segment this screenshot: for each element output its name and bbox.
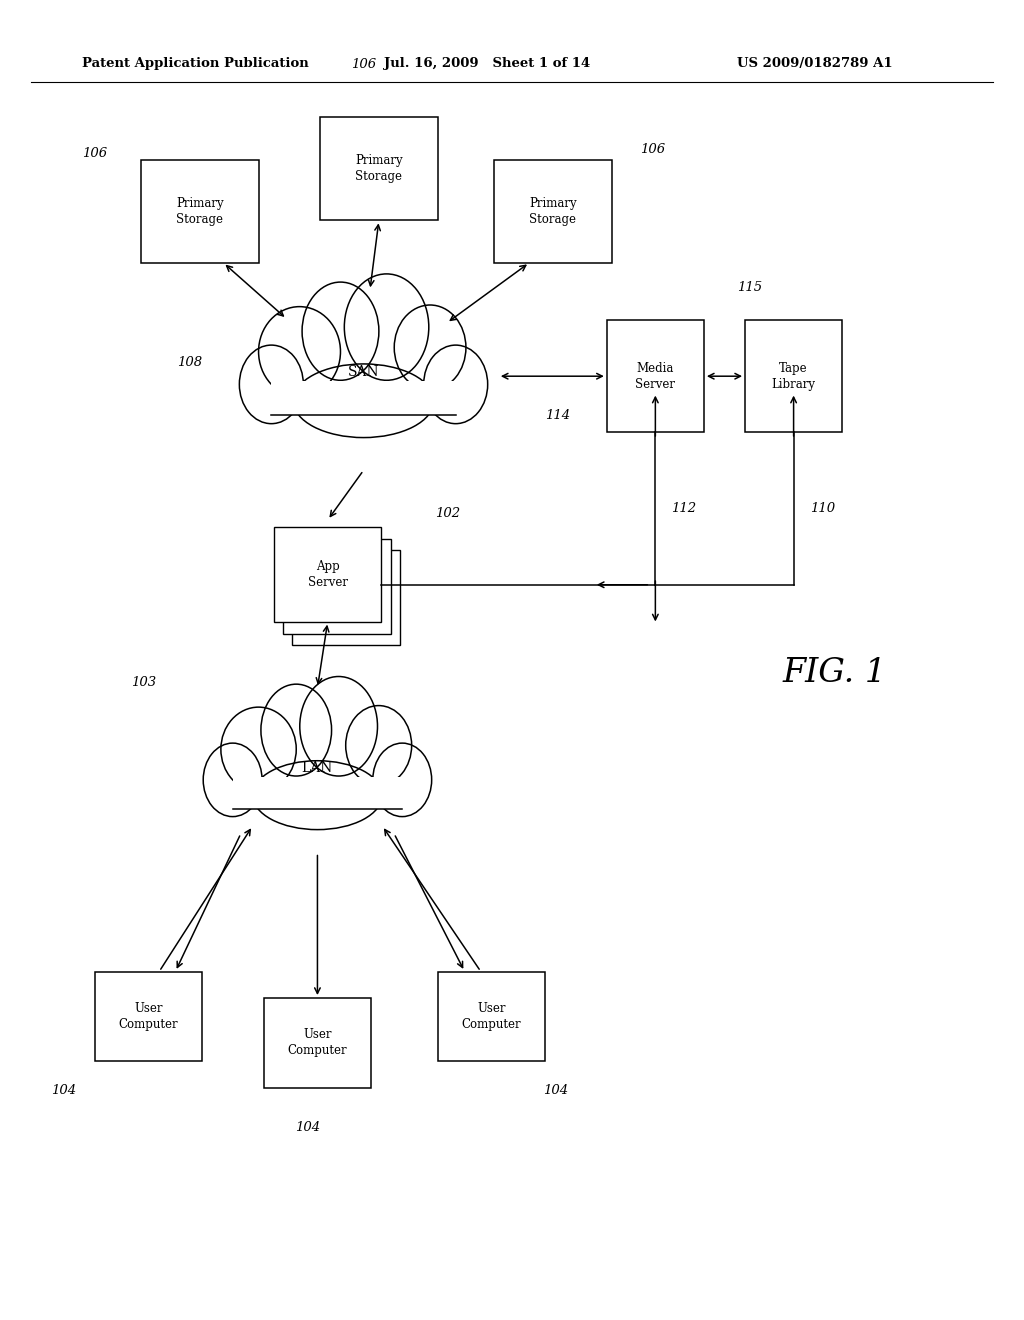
Text: Tape
Library: Tape Library <box>772 362 815 391</box>
FancyBboxPatch shape <box>438 972 545 1061</box>
Text: 103: 103 <box>131 676 156 689</box>
FancyBboxPatch shape <box>293 550 399 645</box>
Text: 104: 104 <box>51 1084 77 1097</box>
Ellipse shape <box>344 275 429 380</box>
FancyBboxPatch shape <box>271 381 456 416</box>
Text: User
Computer: User Computer <box>119 1002 178 1031</box>
FancyBboxPatch shape <box>606 321 705 433</box>
Ellipse shape <box>221 708 296 791</box>
Ellipse shape <box>293 364 434 437</box>
Text: 104: 104 <box>543 1084 568 1097</box>
Text: SAN: SAN <box>348 366 379 379</box>
Ellipse shape <box>394 305 466 391</box>
Text: Primary
Storage: Primary Storage <box>529 197 577 226</box>
FancyBboxPatch shape <box>274 527 381 622</box>
Ellipse shape <box>424 345 487 424</box>
FancyBboxPatch shape <box>94 972 203 1061</box>
Text: App
Server: App Server <box>307 560 348 589</box>
Ellipse shape <box>203 743 262 817</box>
Text: 114: 114 <box>546 409 570 422</box>
FancyBboxPatch shape <box>745 321 842 433</box>
Text: Media
Server: Media Server <box>635 362 676 391</box>
Ellipse shape <box>300 676 378 776</box>
Ellipse shape <box>253 760 382 830</box>
Ellipse shape <box>240 345 303 424</box>
Text: User
Computer: User Computer <box>288 1028 347 1057</box>
Ellipse shape <box>373 743 432 817</box>
Text: 106: 106 <box>82 147 108 160</box>
Ellipse shape <box>302 282 379 380</box>
Text: US 2009/0182789 A1: US 2009/0182789 A1 <box>737 57 893 70</box>
FancyBboxPatch shape <box>495 160 612 263</box>
Text: Jul. 16, 2009   Sheet 1 of 14: Jul. 16, 2009 Sheet 1 of 14 <box>384 57 590 70</box>
Text: 106: 106 <box>351 58 376 71</box>
FancyBboxPatch shape <box>141 160 258 263</box>
Text: Patent Application Publication: Patent Application Publication <box>82 57 308 70</box>
Text: User
Computer: User Computer <box>462 1002 521 1031</box>
Ellipse shape <box>346 706 412 785</box>
Text: Primary
Storage: Primary Storage <box>355 154 402 183</box>
Ellipse shape <box>258 306 340 397</box>
Ellipse shape <box>261 684 332 776</box>
FancyBboxPatch shape <box>232 776 402 809</box>
Text: 104: 104 <box>295 1121 319 1134</box>
Text: 110: 110 <box>810 502 835 515</box>
Text: 102: 102 <box>435 507 461 520</box>
Text: Primary
Storage: Primary Storage <box>176 197 223 226</box>
Text: 112: 112 <box>672 502 696 515</box>
FancyBboxPatch shape <box>319 117 438 220</box>
FancyBboxPatch shape <box>264 998 371 1088</box>
Text: FIG. 1: FIG. 1 <box>782 657 887 689</box>
Text: 106: 106 <box>640 143 666 156</box>
Text: 115: 115 <box>737 281 763 293</box>
Text: LAN: LAN <box>302 762 333 775</box>
Text: 108: 108 <box>177 356 202 370</box>
FancyBboxPatch shape <box>283 539 391 634</box>
